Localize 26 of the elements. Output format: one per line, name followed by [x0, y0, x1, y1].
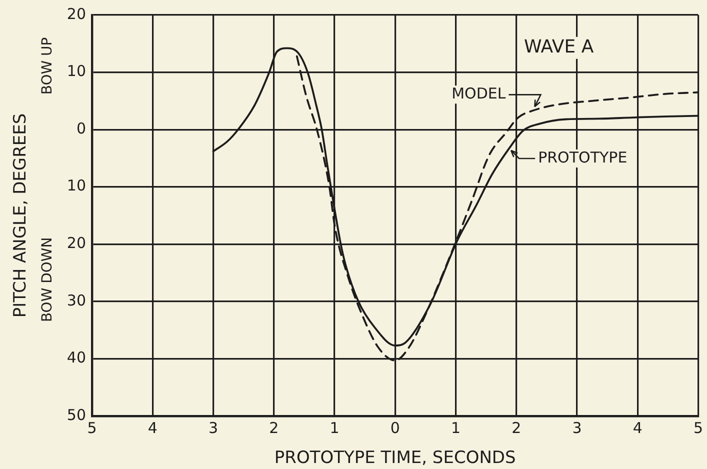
x-tick-label: 4: [148, 418, 158, 437]
annotation: WAVE A: [524, 36, 594, 58]
x-tick-label: 0: [390, 418, 400, 437]
x-tick-label: 1: [450, 418, 461, 437]
text: BOW DOWN: [40, 237, 56, 322]
y-tick-label: 50: [66, 406, 86, 424]
legend-label: PROTOTYPE: [538, 148, 628, 166]
y-tick-label: 20: [66, 234, 86, 252]
x-tick-label: 5: [693, 418, 703, 437]
x-tick-label: 3: [572, 418, 582, 437]
y-axis-title: PITCH ANGLE, DEGREES: [10, 113, 31, 318]
x-tick-label: 4: [632, 418, 642, 437]
x-axis-title: PROTOTYPE TIME, SECONDS: [274, 448, 516, 468]
x-tick-label: 2: [512, 418, 522, 437]
x-tick-label: 5: [87, 418, 97, 437]
text: BOW UP: [40, 37, 56, 95]
y-tick-label: 0: [76, 119, 86, 138]
y-tick-label: 30: [66, 291, 86, 310]
y-tick-label: 10: [66, 176, 86, 195]
y-tick-label: 10: [66, 62, 86, 80]
x-tick-label: 2: [269, 418, 279, 437]
x-tick-label: 3: [208, 418, 218, 437]
x-tick-label: 1: [330, 418, 340, 437]
y-tick-label: 20: [66, 4, 86, 23]
y-tick-label: 40: [66, 348, 86, 367]
series-label: MODEL: [452, 84, 506, 103]
